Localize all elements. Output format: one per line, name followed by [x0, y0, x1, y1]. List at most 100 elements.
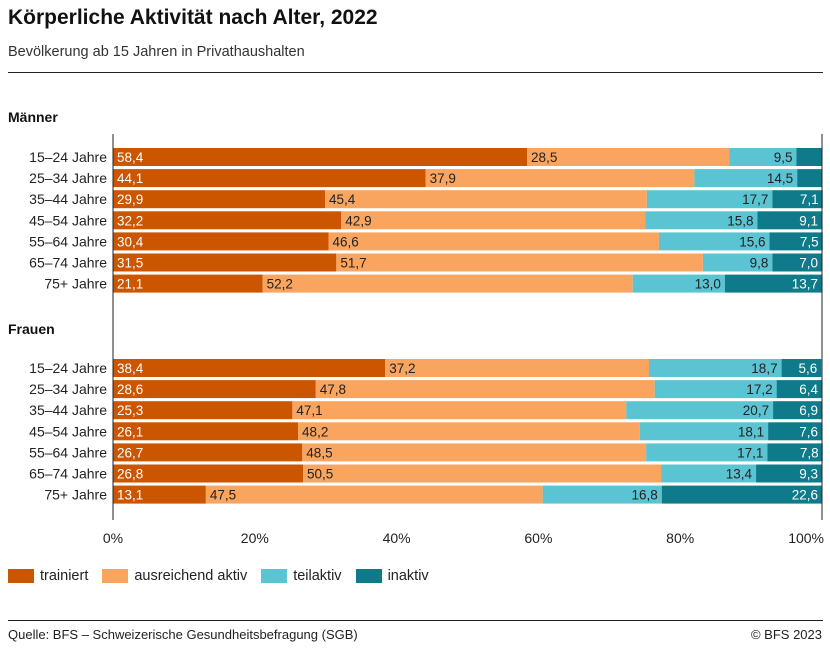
data-label: 47,1 — [296, 403, 322, 418]
bar-segment — [113, 380, 316, 399]
group-title-0: Männer — [8, 109, 58, 125]
data-label: 18,7 — [751, 361, 777, 376]
data-label: 46,6 — [333, 234, 359, 249]
source-note: Quelle: BFS – Schweizerische Gesundheits… — [8, 627, 358, 642]
bar-segment — [639, 422, 769, 441]
chart-legend: trainiert ausreichend aktiv teilaktiv in… — [8, 568, 443, 584]
category-label: 15–24 Jahre — [29, 360, 107, 376]
category-label: 65–74 Jahre — [29, 255, 107, 271]
category-label: 55–64 Jahre — [29, 444, 107, 460]
data-label: 29,9 — [117, 192, 143, 207]
data-label: 17,1 — [737, 445, 763, 460]
bar-segment — [632, 274, 725, 293]
data-label: 13,7 — [792, 277, 818, 292]
bar-segment — [385, 359, 650, 377]
data-label: 47,5 — [210, 488, 236, 503]
bar-segment — [768, 422, 822, 441]
data-label: 25,3 — [117, 403, 143, 418]
data-label: 38,4 — [117, 361, 144, 376]
bar-segment — [626, 401, 774, 420]
category-label: 15–24 Jahre — [29, 149, 107, 165]
legend-swatch-teilaktiv — [261, 569, 288, 583]
data-label: 7,6 — [799, 424, 818, 439]
legend-label-ausreichend: ausreichend aktiv — [134, 568, 248, 584]
bar-segment — [113, 443, 303, 462]
data-label: 13,1 — [117, 488, 143, 503]
bar-segment — [328, 232, 659, 251]
x-tick-label: 40% — [383, 530, 411, 546]
bar-segment — [113, 253, 337, 272]
bar-segment — [694, 169, 798, 188]
legend-label-trainiert: trainiert — [40, 568, 89, 584]
data-label: 58,4 — [117, 150, 144, 165]
data-label: 6,4 — [799, 382, 818, 397]
header-rule — [8, 72, 823, 73]
x-tick-label: 100% — [788, 530, 824, 546]
bar-segment — [776, 380, 822, 399]
bar-segment — [796, 148, 822, 166]
chart-title: Körperliche Aktivität nach Alter, 2022 — [8, 6, 378, 29]
bar-segment — [658, 232, 770, 251]
legend-item-trainiert: trainiert — [8, 568, 88, 584]
data-label: 42,9 — [345, 213, 371, 228]
bar-segment — [315, 380, 655, 399]
x-tick-label: 60% — [524, 530, 552, 546]
bar-segment — [729, 148, 797, 166]
data-label: 26,7 — [117, 445, 143, 460]
chart-subtitle: Bevölkerung ab 15 Jahren in Privathausha… — [8, 44, 305, 60]
data-label: 17,2 — [746, 382, 772, 397]
bar-segment — [113, 190, 325, 209]
data-label: 5,6 — [799, 361, 818, 376]
bar-segment — [302, 443, 647, 462]
category-label: 75+ Jahre — [44, 276, 107, 292]
category-label: 75+ Jahre — [44, 487, 107, 503]
x-tick-label: 0% — [103, 530, 123, 546]
data-label: 32,2 — [117, 213, 143, 228]
bar-segment — [527, 148, 730, 166]
bar-segment — [661, 485, 822, 504]
legend-label-inaktiv: inaktiv — [387, 568, 429, 584]
category-label: 65–74 Jahre — [29, 466, 107, 482]
data-label: 26,1 — [117, 424, 143, 439]
data-label: 22,6 — [792, 488, 818, 503]
data-label: 47,8 — [320, 382, 346, 397]
group-title-1: Frauen — [8, 321, 55, 337]
bar-segment — [341, 211, 646, 230]
bar-segment — [781, 359, 822, 377]
bar-segment — [646, 443, 768, 462]
bar-segment — [661, 464, 757, 483]
data-label: 50,5 — [307, 467, 333, 482]
bar-segment — [757, 211, 822, 230]
data-label: 18,1 — [738, 424, 764, 439]
bar-segment — [113, 148, 528, 166]
bar-segment — [324, 190, 647, 209]
data-label: 7,0 — [799, 256, 818, 271]
bar-segment — [113, 211, 342, 230]
bar-segment — [646, 190, 773, 209]
data-label: 52,2 — [267, 277, 293, 292]
legend-swatch-inaktiv — [355, 569, 382, 583]
bar-segment — [724, 274, 822, 293]
data-label: 31,5 — [117, 256, 143, 271]
data-label: 14,5 — [767, 171, 793, 186]
legend-item-ausreichend: ausreichend aktiv — [102, 568, 247, 584]
data-label: 9,5 — [774, 150, 793, 165]
bar-segment — [645, 211, 758, 230]
category-label: 35–44 Jahre — [29, 191, 107, 207]
data-label: 28,6 — [117, 382, 143, 397]
data-label: 48,2 — [302, 424, 328, 439]
bar-segment — [113, 485, 206, 504]
legend-item-inaktiv: inaktiv — [355, 568, 429, 584]
data-label: 20,7 — [743, 403, 769, 418]
bar-segment — [425, 169, 695, 188]
data-label: 9,1 — [799, 213, 818, 228]
bar-segment — [336, 253, 703, 272]
bar-segment — [702, 253, 773, 272]
footer-rule — [8, 620, 823, 621]
bar-segment — [772, 253, 822, 272]
data-label: 30,4 — [117, 234, 144, 249]
bar-segment — [113, 274, 263, 293]
data-label: 9,8 — [750, 256, 769, 271]
bar-segment — [654, 380, 777, 399]
data-label: 37,2 — [389, 361, 415, 376]
